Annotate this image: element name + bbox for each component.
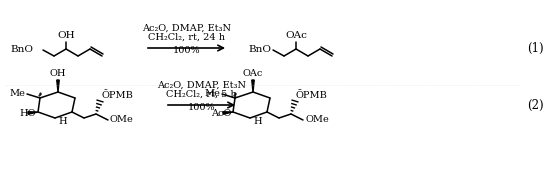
- Text: H: H: [58, 117, 67, 127]
- Text: CH₂Cl₂, rt, 24 h: CH₂Cl₂, rt, 24 h: [148, 33, 225, 42]
- Text: ŌPMB: ŌPMB: [101, 91, 133, 100]
- Text: OMe: OMe: [305, 116, 329, 124]
- Text: 100%: 100%: [173, 46, 200, 55]
- Text: Ac₂O, DMAP, Et₃N: Ac₂O, DMAP, Et₃N: [142, 24, 231, 33]
- Text: BnO: BnO: [10, 46, 33, 54]
- Text: H: H: [253, 117, 262, 127]
- Text: OAc: OAc: [243, 69, 263, 78]
- Text: BnO: BnO: [248, 46, 271, 54]
- Text: 100%: 100%: [188, 103, 215, 112]
- Text: (1): (1): [527, 41, 543, 54]
- Text: AcO: AcO: [211, 110, 231, 118]
- Text: OAc: OAc: [285, 31, 307, 40]
- Text: (2): (2): [527, 99, 543, 111]
- Text: OMe: OMe: [110, 116, 134, 124]
- Text: CH₂Cl₂, rt, 5 h: CH₂Cl₂, rt, 5 h: [166, 90, 237, 99]
- Text: HO: HO: [19, 110, 36, 118]
- Text: ŌPMB: ŌPMB: [296, 91, 328, 100]
- Polygon shape: [223, 112, 233, 114]
- Polygon shape: [252, 80, 254, 92]
- Text: Me: Me: [9, 89, 25, 99]
- Polygon shape: [28, 112, 38, 114]
- Text: OH: OH: [57, 31, 75, 40]
- Text: Me: Me: [204, 89, 220, 99]
- Text: OH: OH: [50, 69, 66, 78]
- Text: Ac₂O, DMAP, Et₃N: Ac₂O, DMAP, Et₃N: [157, 81, 246, 90]
- Polygon shape: [57, 80, 59, 92]
